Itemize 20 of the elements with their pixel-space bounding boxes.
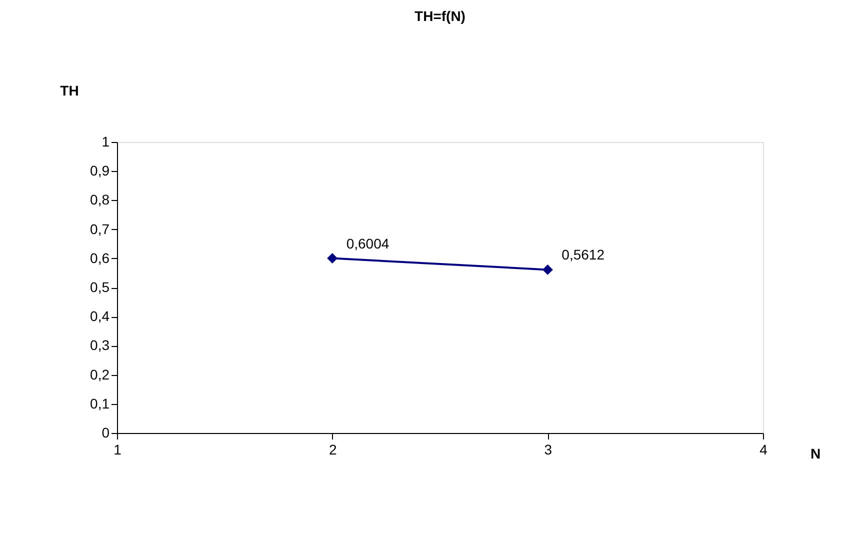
y-tick-label: 0,6	[90, 250, 110, 266]
y-tick-label: 1	[102, 134, 110, 150]
data-label: 0,5612	[562, 246, 605, 263]
chart-title: TH=f(N)	[414, 8, 466, 24]
y-axis-title: TH	[60, 82, 79, 98]
y-tick-label: 0	[102, 424, 110, 440]
y-tick-label: 0,4	[90, 308, 110, 324]
y-tick-label: 0,1	[90, 395, 110, 412]
x-tick-label: 1	[114, 442, 122, 458]
x-tick-label: 3	[544, 442, 552, 458]
data-label: 0,6004	[346, 235, 390, 252]
x-tick-label: 4	[760, 442, 768, 458]
y-tick-label: 0,8	[90, 192, 110, 208]
x-axis-title: N	[810, 446, 821, 462]
y-tick-label: 0,9	[90, 162, 110, 179]
y-tick-label: 0,7	[90, 220, 110, 237]
x-tick-label: 2	[328, 442, 337, 458]
y-tick-label: 0,2	[90, 366, 110, 382]
y-tick-label: 0,3	[90, 337, 110, 354]
y-tick-label: 0,5	[90, 279, 110, 295]
